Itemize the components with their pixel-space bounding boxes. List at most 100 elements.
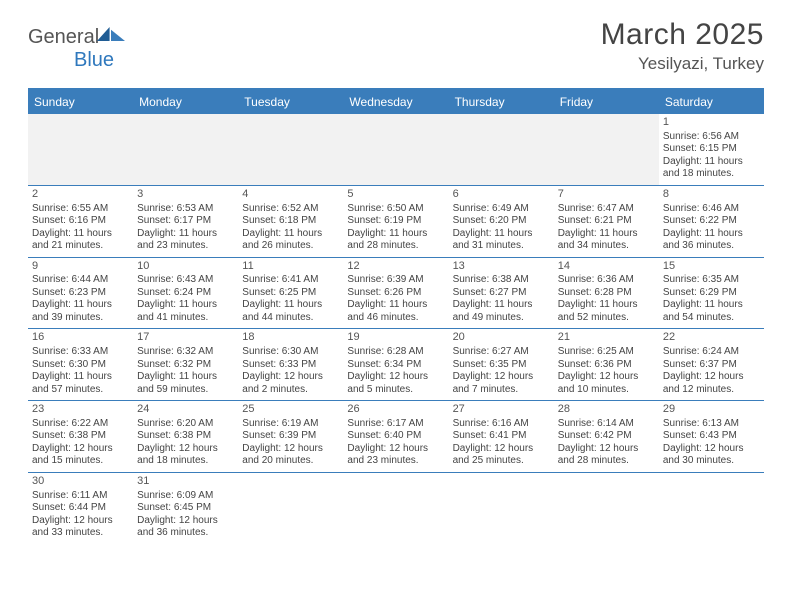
page-subtitle: Yesilyazi, Turkey <box>601 54 764 74</box>
day-daylight: Daylight: 11 hours and 49 minutes. <box>453 299 550 324</box>
day-daylight: Daylight: 12 hours and 2 minutes. <box>242 371 339 396</box>
day-daylight: Daylight: 11 hours and 31 minutes. <box>453 228 550 253</box>
day-cell: 23Sunrise: 6:22 AMSunset: 6:38 PMDayligh… <box>28 401 133 472</box>
page-title: March 2025 <box>601 18 764 52</box>
day-sunrise: Sunrise: 6:24 AM <box>663 346 760 359</box>
day-sunrise: Sunrise: 6:22 AM <box>32 418 129 431</box>
day-daylight: Daylight: 11 hours and 57 minutes. <box>32 371 129 396</box>
week-row: 1Sunrise: 6:56 AMSunset: 6:15 PMDaylight… <box>28 114 764 186</box>
day-blank <box>238 473 343 544</box>
weekday-header: Friday <box>554 90 659 114</box>
day-sunrise: Sunrise: 6:19 AM <box>242 418 339 431</box>
weekday-header: Wednesday <box>343 90 448 114</box>
day-sunset: Sunset: 6:37 PM <box>663 359 760 372</box>
weekday-header: Thursday <box>449 90 554 114</box>
day-daylight: Daylight: 11 hours and 36 minutes. <box>663 228 760 253</box>
day-blank <box>554 473 659 544</box>
day-sunset: Sunset: 6:33 PM <box>242 359 339 372</box>
day-cell: 6Sunrise: 6:49 AMSunset: 6:20 PMDaylight… <box>449 186 554 257</box>
day-daylight: Daylight: 12 hours and 33 minutes. <box>32 515 129 540</box>
day-sunrise: Sunrise: 6:43 AM <box>137 274 234 287</box>
day-sunrise: Sunrise: 6:50 AM <box>347 203 444 216</box>
day-sunset: Sunset: 6:20 PM <box>453 215 550 228</box>
day-sunset: Sunset: 6:26 PM <box>347 287 444 300</box>
day-sunset: Sunset: 6:38 PM <box>32 430 129 443</box>
day-number: 17 <box>137 331 234 345</box>
day-sunrise: Sunrise: 6:41 AM <box>242 274 339 287</box>
day-sunrise: Sunrise: 6:56 AM <box>663 131 760 144</box>
week-row: 30Sunrise: 6:11 AMSunset: 6:44 PMDayligh… <box>28 473 764 544</box>
day-number: 9 <box>32 260 129 274</box>
day-cell: 30Sunrise: 6:11 AMSunset: 6:44 PMDayligh… <box>28 473 133 544</box>
day-number: 27 <box>453 403 550 417</box>
day-cell: 21Sunrise: 6:25 AMSunset: 6:36 PMDayligh… <box>554 329 659 400</box>
day-daylight: Daylight: 11 hours and 52 minutes. <box>558 299 655 324</box>
day-number: 7 <box>558 188 655 202</box>
day-sunset: Sunset: 6:38 PM <box>137 430 234 443</box>
day-cell: 10Sunrise: 6:43 AMSunset: 6:24 PMDayligh… <box>133 258 238 329</box>
day-sunrise: Sunrise: 6:53 AM <box>137 203 234 216</box>
day-blank <box>133 114 238 185</box>
day-number: 24 <box>137 403 234 417</box>
day-number: 6 <box>453 188 550 202</box>
day-number: 22 <box>663 331 760 345</box>
day-number: 18 <box>242 331 339 345</box>
day-daylight: Daylight: 11 hours and 41 minutes. <box>137 299 234 324</box>
day-daylight: Daylight: 11 hours and 39 minutes. <box>32 299 129 324</box>
day-number: 4 <box>242 188 339 202</box>
header: General Blue March 2025 Yesilyazi, Turke… <box>28 18 764 74</box>
day-blank <box>449 114 554 185</box>
day-sunrise: Sunrise: 6:46 AM <box>663 203 760 216</box>
day-sunrise: Sunrise: 6:28 AM <box>347 346 444 359</box>
day-sunset: Sunset: 6:41 PM <box>453 430 550 443</box>
day-cell: 4Sunrise: 6:52 AMSunset: 6:18 PMDaylight… <box>238 186 343 257</box>
day-cell: 3Sunrise: 6:53 AMSunset: 6:17 PMDaylight… <box>133 186 238 257</box>
day-sunrise: Sunrise: 6:17 AM <box>347 418 444 431</box>
day-sunrise: Sunrise: 6:44 AM <box>32 274 129 287</box>
day-daylight: Daylight: 12 hours and 25 minutes. <box>453 443 550 468</box>
title-block: March 2025 Yesilyazi, Turkey <box>601 18 764 74</box>
day-cell: 8Sunrise: 6:46 AMSunset: 6:22 PMDaylight… <box>659 186 764 257</box>
day-sunrise: Sunrise: 6:35 AM <box>663 274 760 287</box>
day-daylight: Daylight: 11 hours and 21 minutes. <box>32 228 129 253</box>
day-sunset: Sunset: 6:28 PM <box>558 287 655 300</box>
day-blank <box>343 473 448 544</box>
day-sunrise: Sunrise: 6:11 AM <box>32 490 129 503</box>
week-row: 23Sunrise: 6:22 AMSunset: 6:38 PMDayligh… <box>28 401 764 473</box>
day-cell: 14Sunrise: 6:36 AMSunset: 6:28 PMDayligh… <box>554 258 659 329</box>
day-daylight: Daylight: 12 hours and 20 minutes. <box>242 443 339 468</box>
day-cell: 20Sunrise: 6:27 AMSunset: 6:35 PMDayligh… <box>449 329 554 400</box>
day-number: 11 <box>242 260 339 274</box>
logo-word-2: Blue <box>74 49 114 71</box>
week-row: 16Sunrise: 6:33 AMSunset: 6:30 PMDayligh… <box>28 329 764 401</box>
weeks-container: 1Sunrise: 6:56 AMSunset: 6:15 PMDaylight… <box>28 114 764 544</box>
day-cell: 24Sunrise: 6:20 AMSunset: 6:38 PMDayligh… <box>133 401 238 472</box>
day-cell: 25Sunrise: 6:19 AMSunset: 6:39 PMDayligh… <box>238 401 343 472</box>
day-sunset: Sunset: 6:24 PM <box>137 287 234 300</box>
day-cell: 5Sunrise: 6:50 AMSunset: 6:19 PMDaylight… <box>343 186 448 257</box>
day-sunset: Sunset: 6:35 PM <box>453 359 550 372</box>
weekday-row: SundayMondayTuesdayWednesdayThursdayFrid… <box>28 90 764 114</box>
day-sunset: Sunset: 6:21 PM <box>558 215 655 228</box>
day-sunrise: Sunrise: 6:39 AM <box>347 274 444 287</box>
day-sunset: Sunset: 6:44 PM <box>32 502 129 515</box>
day-sunset: Sunset: 6:27 PM <box>453 287 550 300</box>
day-sunset: Sunset: 6:23 PM <box>32 287 129 300</box>
day-daylight: Daylight: 11 hours and 28 minutes. <box>347 228 444 253</box>
day-sunrise: Sunrise: 6:32 AM <box>137 346 234 359</box>
day-sunset: Sunset: 6:29 PM <box>663 287 760 300</box>
day-sunrise: Sunrise: 6:49 AM <box>453 203 550 216</box>
day-cell: 13Sunrise: 6:38 AMSunset: 6:27 PMDayligh… <box>449 258 554 329</box>
day-cell: 28Sunrise: 6:14 AMSunset: 6:42 PMDayligh… <box>554 401 659 472</box>
day-number: 26 <box>347 403 444 417</box>
logo-text: General Blue <box>28 26 125 72</box>
day-sunrise: Sunrise: 6:47 AM <box>558 203 655 216</box>
day-daylight: Daylight: 12 hours and 12 minutes. <box>663 371 760 396</box>
day-daylight: Daylight: 12 hours and 5 minutes. <box>347 371 444 396</box>
day-number: 10 <box>137 260 234 274</box>
day-daylight: Daylight: 12 hours and 23 minutes. <box>347 443 444 468</box>
day-cell: 16Sunrise: 6:33 AMSunset: 6:30 PMDayligh… <box>28 329 133 400</box>
day-number: 21 <box>558 331 655 345</box>
day-cell: 12Sunrise: 6:39 AMSunset: 6:26 PMDayligh… <box>343 258 448 329</box>
day-sunset: Sunset: 6:22 PM <box>663 215 760 228</box>
